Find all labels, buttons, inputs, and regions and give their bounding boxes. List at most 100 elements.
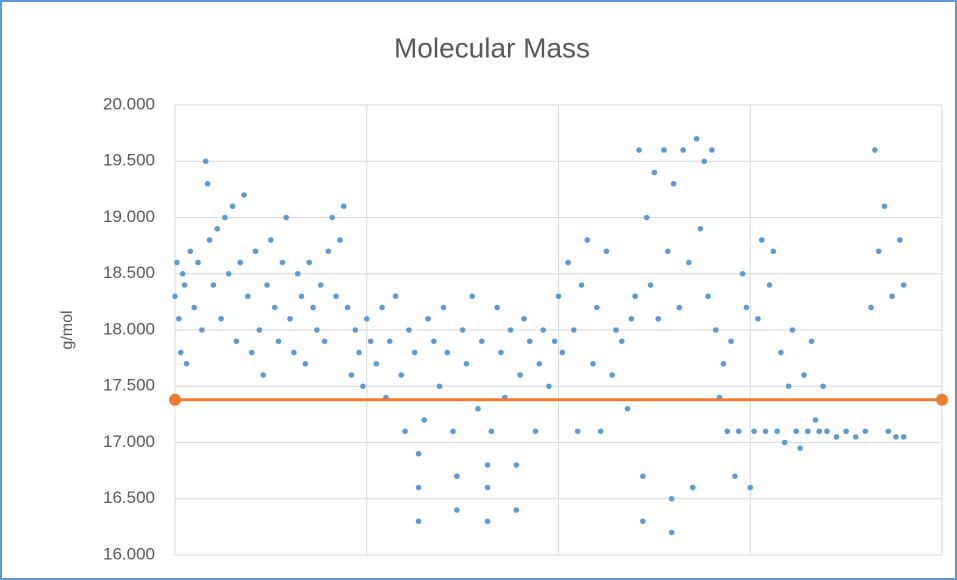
- point: [507, 327, 514, 333]
- point: [609, 372, 615, 378]
- point: [594, 304, 600, 311]
- point: [325, 248, 332, 255]
- point: [739, 270, 746, 277]
- point: [640, 518, 646, 525]
- point: [256, 327, 263, 333]
- point: [287, 315, 293, 322]
- point: [680, 147, 686, 153]
- point: [881, 203, 888, 210]
- point: [386, 338, 393, 345]
- point: [521, 315, 527, 322]
- point: [852, 434, 859, 440]
- point: [260, 372, 267, 378]
- point: [421, 417, 428, 423]
- point: [444, 349, 451, 356]
- point: [816, 428, 823, 435]
- point: [789, 327, 796, 333]
- point: [463, 360, 470, 367]
- y-tick-label: 20.000: [103, 94, 155, 113]
- point: [373, 360, 380, 367]
- point: [770, 248, 777, 255]
- point: [936, 393, 948, 406]
- point: [755, 315, 761, 322]
- point: [540, 327, 546, 333]
- point: [210, 282, 217, 288]
- point: [824, 428, 830, 435]
- point: [415, 450, 422, 457]
- point: [252, 248, 259, 255]
- point: [241, 192, 247, 198]
- point: [897, 237, 903, 243]
- point: [306, 259, 313, 266]
- point: [195, 259, 201, 266]
- y-tick-label: 19.000: [103, 207, 155, 226]
- point: [356, 349, 362, 356]
- point: [676, 304, 683, 311]
- point: [651, 169, 658, 176]
- point: [661, 147, 667, 153]
- point: [459, 327, 466, 333]
- point: [498, 349, 504, 356]
- point: [565, 259, 571, 266]
- point: [697, 225, 704, 232]
- point: [900, 282, 907, 288]
- point: [425, 315, 431, 322]
- point: [555, 293, 562, 300]
- point: [440, 304, 447, 311]
- point: [875, 248, 882, 255]
- point: [454, 507, 460, 513]
- point: [628, 315, 635, 322]
- point: [340, 203, 347, 210]
- point: [169, 393, 181, 406]
- point: [774, 428, 780, 435]
- point: [843, 428, 849, 435]
- point: [406, 327, 412, 333]
- point: [728, 338, 734, 345]
- point: [398, 372, 405, 378]
- point: [743, 304, 750, 311]
- point: [314, 327, 320, 333]
- point: [590, 360, 596, 367]
- point: [484, 518, 491, 525]
- point: [701, 158, 708, 165]
- point: [469, 293, 476, 300]
- point: [177, 349, 184, 356]
- point: [618, 338, 625, 345]
- point: [415, 484, 422, 491]
- point: [513, 462, 520, 468]
- point: [636, 147, 642, 153]
- point: [199, 327, 205, 333]
- point: [833, 434, 840, 440]
- point: [889, 293, 895, 300]
- point: [454, 473, 460, 480]
- point: [392, 293, 399, 300]
- point: [712, 327, 719, 333]
- point: [597, 428, 604, 435]
- y-tick-label: 19.500: [103, 151, 155, 170]
- point: [885, 428, 892, 435]
- point: [179, 270, 186, 277]
- point: [751, 428, 757, 435]
- point: [709, 147, 715, 153]
- point: [484, 484, 491, 491]
- point: [183, 360, 190, 367]
- point: [275, 338, 282, 345]
- point: [640, 473, 646, 480]
- point: [872, 147, 878, 153]
- point: [479, 338, 485, 345]
- y-tick-label: 16.500: [103, 488, 155, 507]
- y-tick-label: 18.500: [103, 263, 155, 282]
- point: [747, 484, 754, 491]
- point: [302, 360, 309, 367]
- point: [820, 383, 826, 390]
- point: [494, 304, 500, 311]
- point: [218, 315, 224, 322]
- point: [705, 293, 711, 300]
- y-axis-label: g/mol: [59, 310, 76, 349]
- point: [237, 259, 243, 266]
- point: [724, 428, 731, 435]
- point: [603, 248, 610, 255]
- point: [360, 383, 366, 390]
- point: [402, 428, 408, 435]
